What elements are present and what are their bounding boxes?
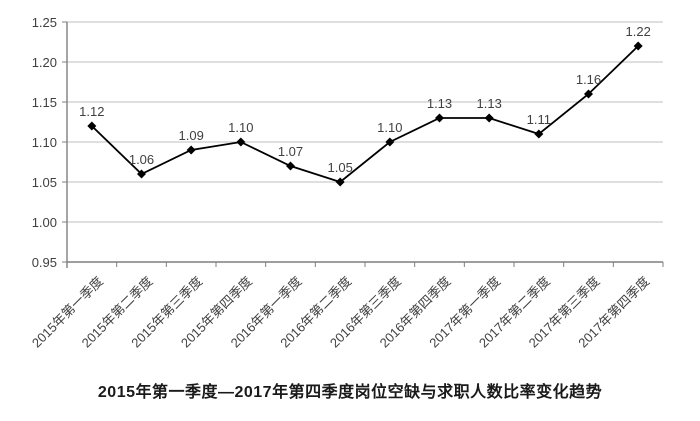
- data-point-marker: [286, 161, 295, 171]
- data-point-label: 1.09: [179, 128, 204, 143]
- data-point-marker: [137, 169, 146, 179]
- y-tick-label: 0.95: [32, 255, 57, 270]
- y-tick-label: 1.05: [32, 175, 57, 190]
- data-point-label: 1.10: [377, 120, 402, 135]
- chart-title: 2015年第一季度—2017年第四季度岗位空缺与求职人数比率变化趋势: [97, 384, 603, 401]
- data-point-label: 1.13: [427, 96, 452, 111]
- data-point-label: 1.22: [626, 24, 651, 39]
- data-point-label: 1.11: [527, 112, 551, 127]
- data-point-marker: [534, 129, 544, 139]
- data-point-label: 1.16: [576, 72, 601, 87]
- data-point-label: 1.13: [477, 96, 502, 111]
- data-point-marker: [186, 145, 196, 155]
- data-point-label: 1.06: [129, 152, 154, 167]
- data-point-marker: [484, 113, 494, 123]
- data-point-marker: [633, 41, 643, 51]
- data-point-marker: [385, 137, 395, 147]
- data-point-label: 1.12: [79, 104, 104, 119]
- data-point-label: 1.05: [328, 160, 353, 175]
- data-point-label: 1.07: [278, 144, 303, 159]
- line-chart-canvas: 1.25 1.20 1.15 1.10 1.05 1.00 0.95 1.12 1.06 1.09…: [29, 15, 664, 351]
- y-tick-label: 1.25: [32, 15, 57, 30]
- data-point-marker: [335, 177, 345, 187]
- series-line: [91, 45, 639, 184]
- data-point-marker: [236, 137, 246, 147]
- data-point-marker: [87, 121, 97, 131]
- data-point-label: 1.10: [228, 120, 253, 135]
- y-tick-label: 1.15: [32, 95, 57, 110]
- data-point-marker: [584, 89, 593, 99]
- y-tick-label: 1.10: [32, 135, 57, 150]
- data-point-marker: [435, 113, 444, 123]
- y-tick-label: 1.20: [32, 55, 57, 70]
- y-tick-label: 1.00: [32, 215, 57, 230]
